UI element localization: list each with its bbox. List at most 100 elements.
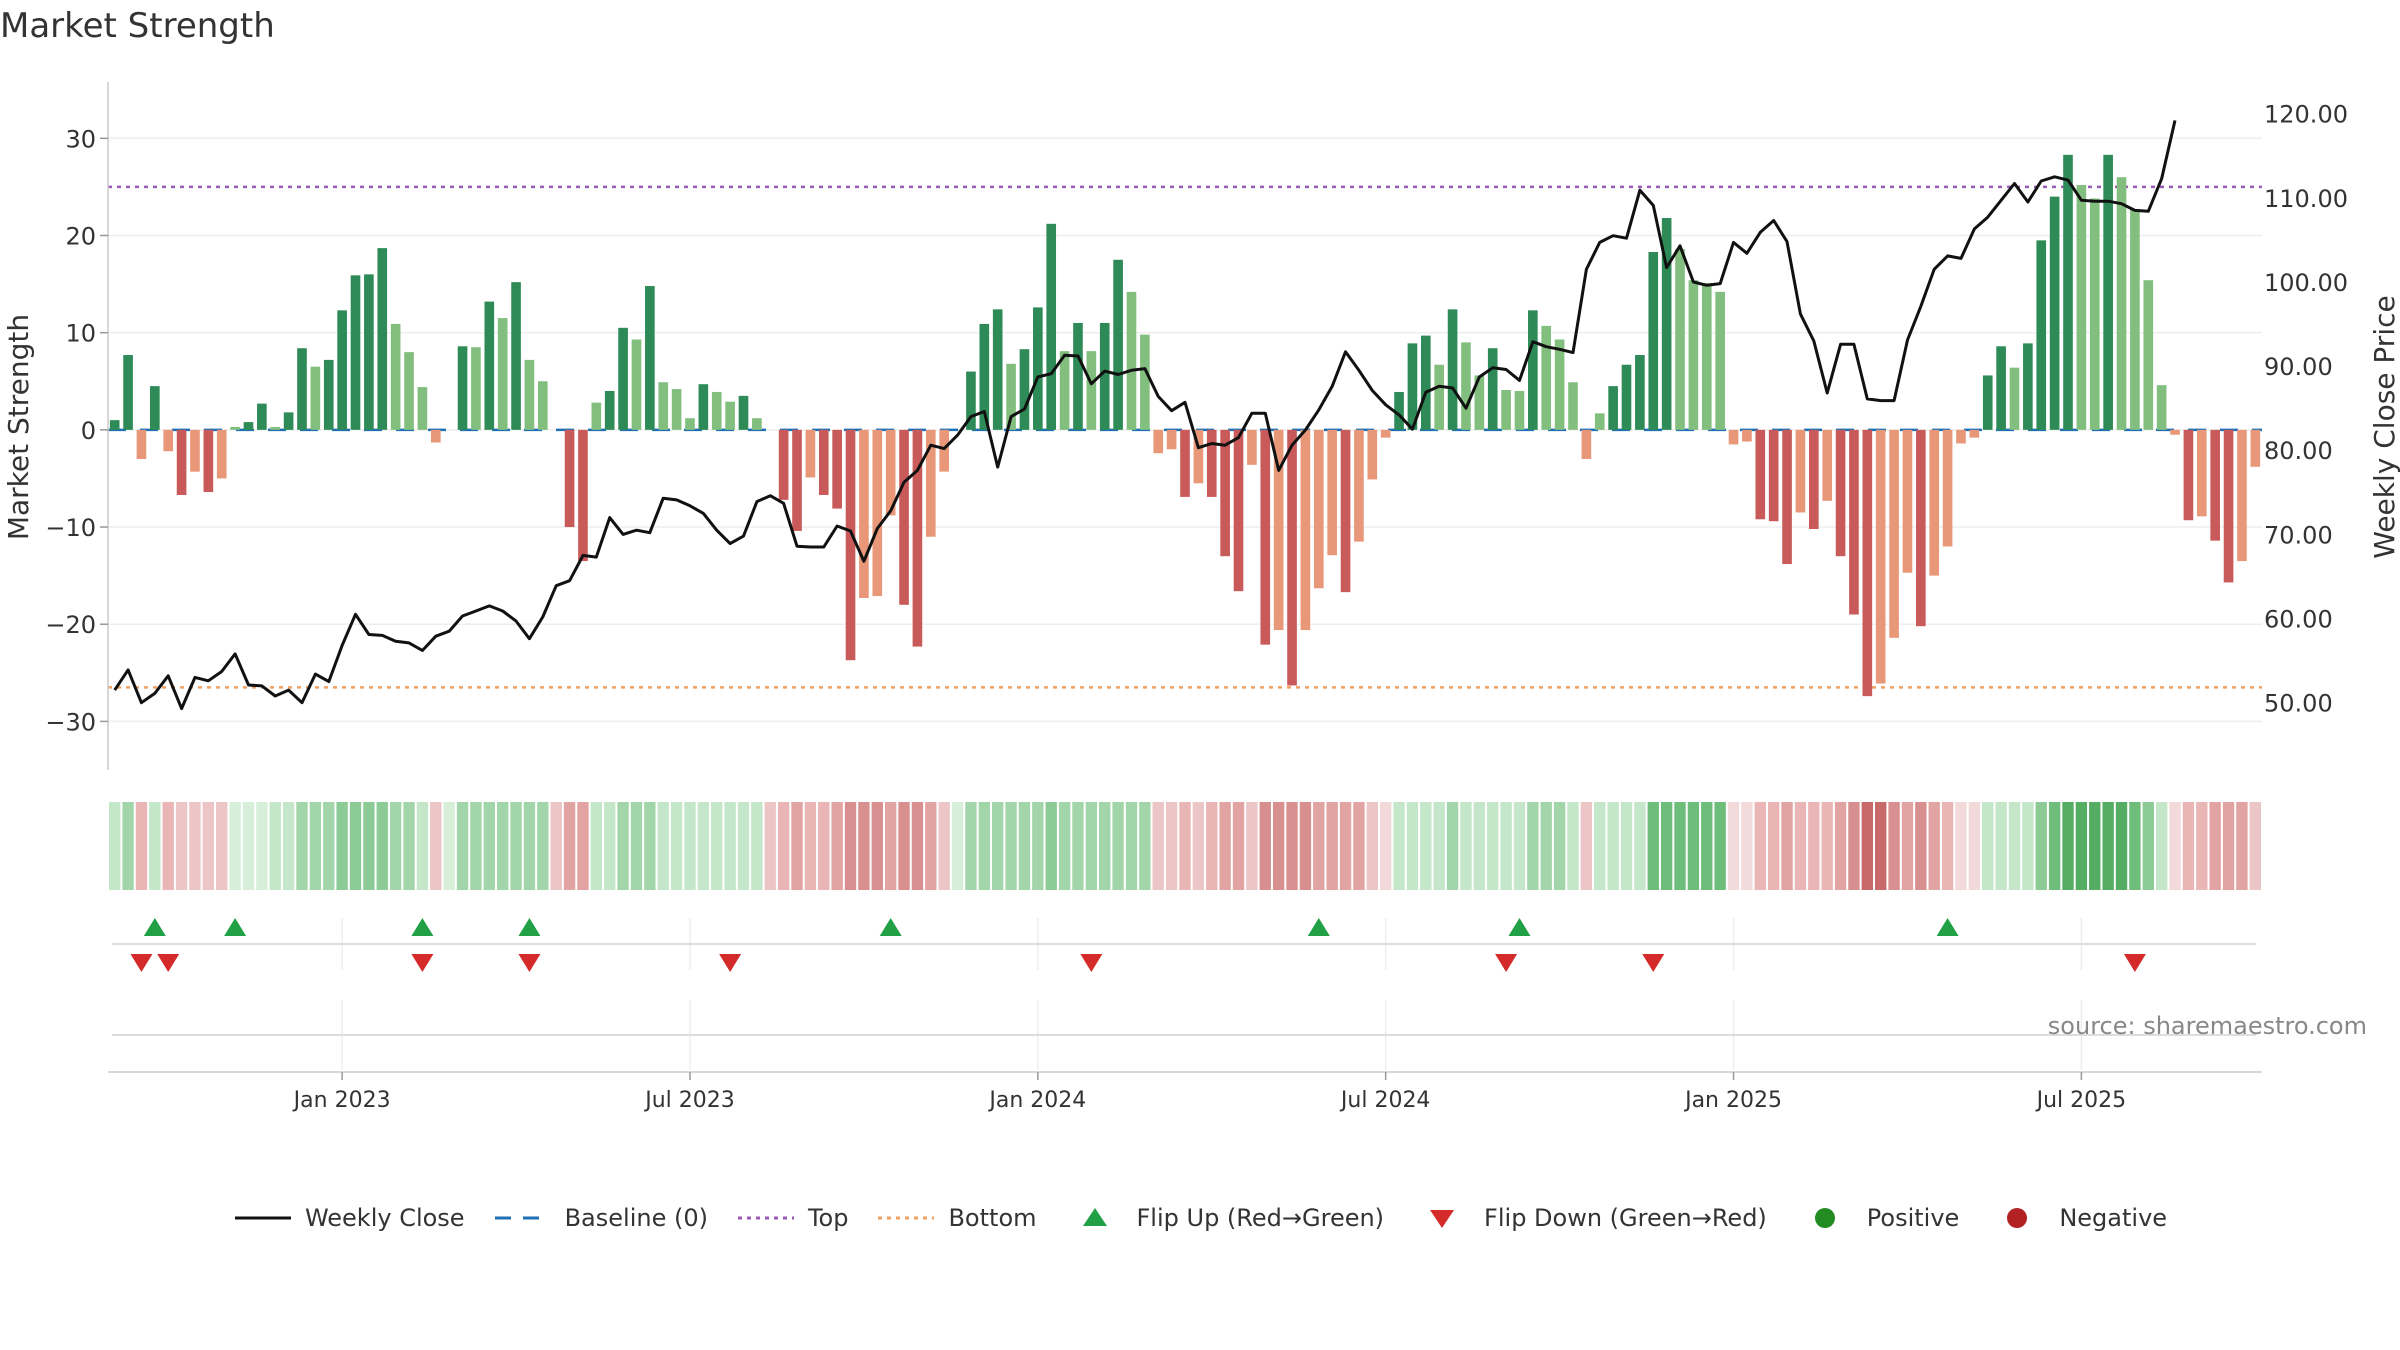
legend-item-weekly-close: Weekly Close bbox=[233, 1204, 465, 1232]
strength-bar bbox=[257, 403, 267, 430]
strength-bar bbox=[1220, 429, 1230, 557]
strength-bar bbox=[738, 395, 749, 430]
zone-cell bbox=[537, 802, 549, 890]
y2-tick-label: 70.00 bbox=[2264, 521, 2333, 549]
zone-cell bbox=[1634, 802, 1646, 890]
strength-bar bbox=[1354, 429, 1364, 542]
zone-cell bbox=[389, 802, 402, 890]
legend-label: Weekly Close bbox=[304, 1204, 465, 1232]
zone-cell bbox=[2182, 802, 2195, 890]
price-line bbox=[113, 120, 2177, 711]
zone-cell bbox=[577, 802, 589, 890]
zone-cell bbox=[1473, 802, 1486, 890]
zone-cell bbox=[1206, 802, 1218, 890]
zone-cell bbox=[764, 802, 776, 890]
strength-bar bbox=[1594, 413, 1605, 430]
zone-cell bbox=[1072, 802, 1084, 890]
strength-bar bbox=[2036, 240, 2047, 430]
strength-bar bbox=[1795, 429, 1806, 513]
zone-cell bbox=[443, 802, 455, 890]
flip-down-marker bbox=[1080, 954, 1103, 972]
zone-cell bbox=[1379, 802, 1392, 890]
strength-bar bbox=[1421, 335, 1431, 430]
strength-bar bbox=[1661, 218, 1672, 430]
zone-cell bbox=[122, 802, 134, 890]
strength-bar bbox=[1554, 339, 1565, 430]
zone-cell bbox=[1420, 802, 1432, 890]
strength-bar bbox=[1541, 325, 1552, 430]
strength-bar bbox=[2130, 209, 2140, 430]
zone-cell bbox=[1941, 802, 1954, 890]
strength-bar bbox=[1822, 429, 1833, 501]
strength-bar bbox=[497, 318, 508, 430]
x-tick-label: Jan 2023 bbox=[292, 1088, 391, 1113]
strength-bar bbox=[1033, 307, 1043, 430]
zone-cell bbox=[376, 802, 388, 890]
price-line-layer bbox=[113, 120, 2177, 711]
strength-bar bbox=[1501, 390, 1511, 430]
zone-cell bbox=[965, 802, 977, 890]
zone-cell bbox=[1165, 802, 1178, 890]
strength-bar bbox=[1568, 382, 1578, 430]
strength-bar bbox=[685, 418, 695, 430]
strength-bar bbox=[1701, 283, 1712, 430]
strength-bar bbox=[1635, 355, 1645, 430]
strength-bar bbox=[925, 429, 936, 537]
strength-bar bbox=[631, 339, 642, 430]
legend-label: Top bbox=[807, 1204, 849, 1232]
strength-bar bbox=[1969, 429, 1980, 438]
y2-tick-label: 60.00 bbox=[2264, 606, 2333, 634]
zone-cell bbox=[1259, 802, 1271, 890]
zone-cell bbox=[1901, 802, 1914, 890]
strength-bar bbox=[1996, 346, 2006, 430]
strength-bar bbox=[203, 429, 214, 493]
strength-bar bbox=[1608, 386, 1618, 430]
zone-cell bbox=[269, 802, 281, 890]
strength-bar bbox=[1407, 343, 1418, 430]
zone-cell bbox=[496, 802, 509, 890]
zone-cell bbox=[630, 802, 643, 890]
strength-bar bbox=[992, 309, 1003, 430]
strength-bar bbox=[1180, 429, 1190, 497]
strength-bar bbox=[1233, 429, 1244, 592]
zone-cell bbox=[992, 802, 1004, 890]
strength-bar bbox=[1394, 391, 1404, 430]
legend-item-flip-down: Flip Down (Green→Red) bbox=[1412, 1204, 1767, 1232]
strength-bar bbox=[1916, 429, 1926, 627]
x-tick-label: Jan 2024 bbox=[987, 1088, 1086, 1113]
strength-bar bbox=[1782, 429, 1792, 564]
strength-bar bbox=[1621, 364, 1632, 430]
zone-cell bbox=[1781, 802, 1793, 890]
zone-cell bbox=[1660, 802, 1673, 890]
zone-cell bbox=[1727, 802, 1740, 890]
zone-cell bbox=[604, 802, 616, 890]
zone-cell bbox=[1406, 802, 1419, 890]
zone-cell bbox=[1580, 802, 1593, 890]
zone-cell bbox=[1553, 802, 1566, 890]
y2-axis-label: Weekly Close Price bbox=[2368, 295, 2400, 558]
zone-cell bbox=[336, 802, 348, 890]
axes: 30 20 10 0 −10 −20 −30 120.00 110.00 100.00 90.00 8… bbox=[45, 82, 2348, 770]
strength-bar bbox=[417, 387, 428, 430]
zone-cell bbox=[309, 802, 322, 890]
zone-cell bbox=[858, 802, 870, 890]
zone-cell bbox=[1192, 802, 1205, 890]
strength-bar bbox=[1849, 429, 1859, 615]
zone-cell bbox=[2196, 802, 2208, 890]
zone-cell bbox=[1674, 802, 1686, 890]
zone-cell bbox=[1286, 802, 1298, 890]
zone-cell bbox=[2236, 802, 2248, 890]
strength-bar bbox=[1380, 429, 1391, 438]
strength-bar bbox=[2183, 429, 2194, 521]
zone-cell bbox=[256, 802, 268, 890]
strength-bar bbox=[725, 401, 735, 430]
strength-bar bbox=[1086, 351, 1097, 430]
strength-bar bbox=[778, 429, 789, 500]
legend-item-baseline: Baseline (0) bbox=[493, 1204, 708, 1232]
zone-cell bbox=[2022, 802, 2034, 890]
strength-bar bbox=[1742, 429, 1752, 442]
zone-cell bbox=[430, 802, 442, 890]
legend-label: Bottom bbox=[948, 1204, 1037, 1232]
zone-cell bbox=[162, 802, 174, 890]
strength-bar bbox=[350, 275, 361, 430]
